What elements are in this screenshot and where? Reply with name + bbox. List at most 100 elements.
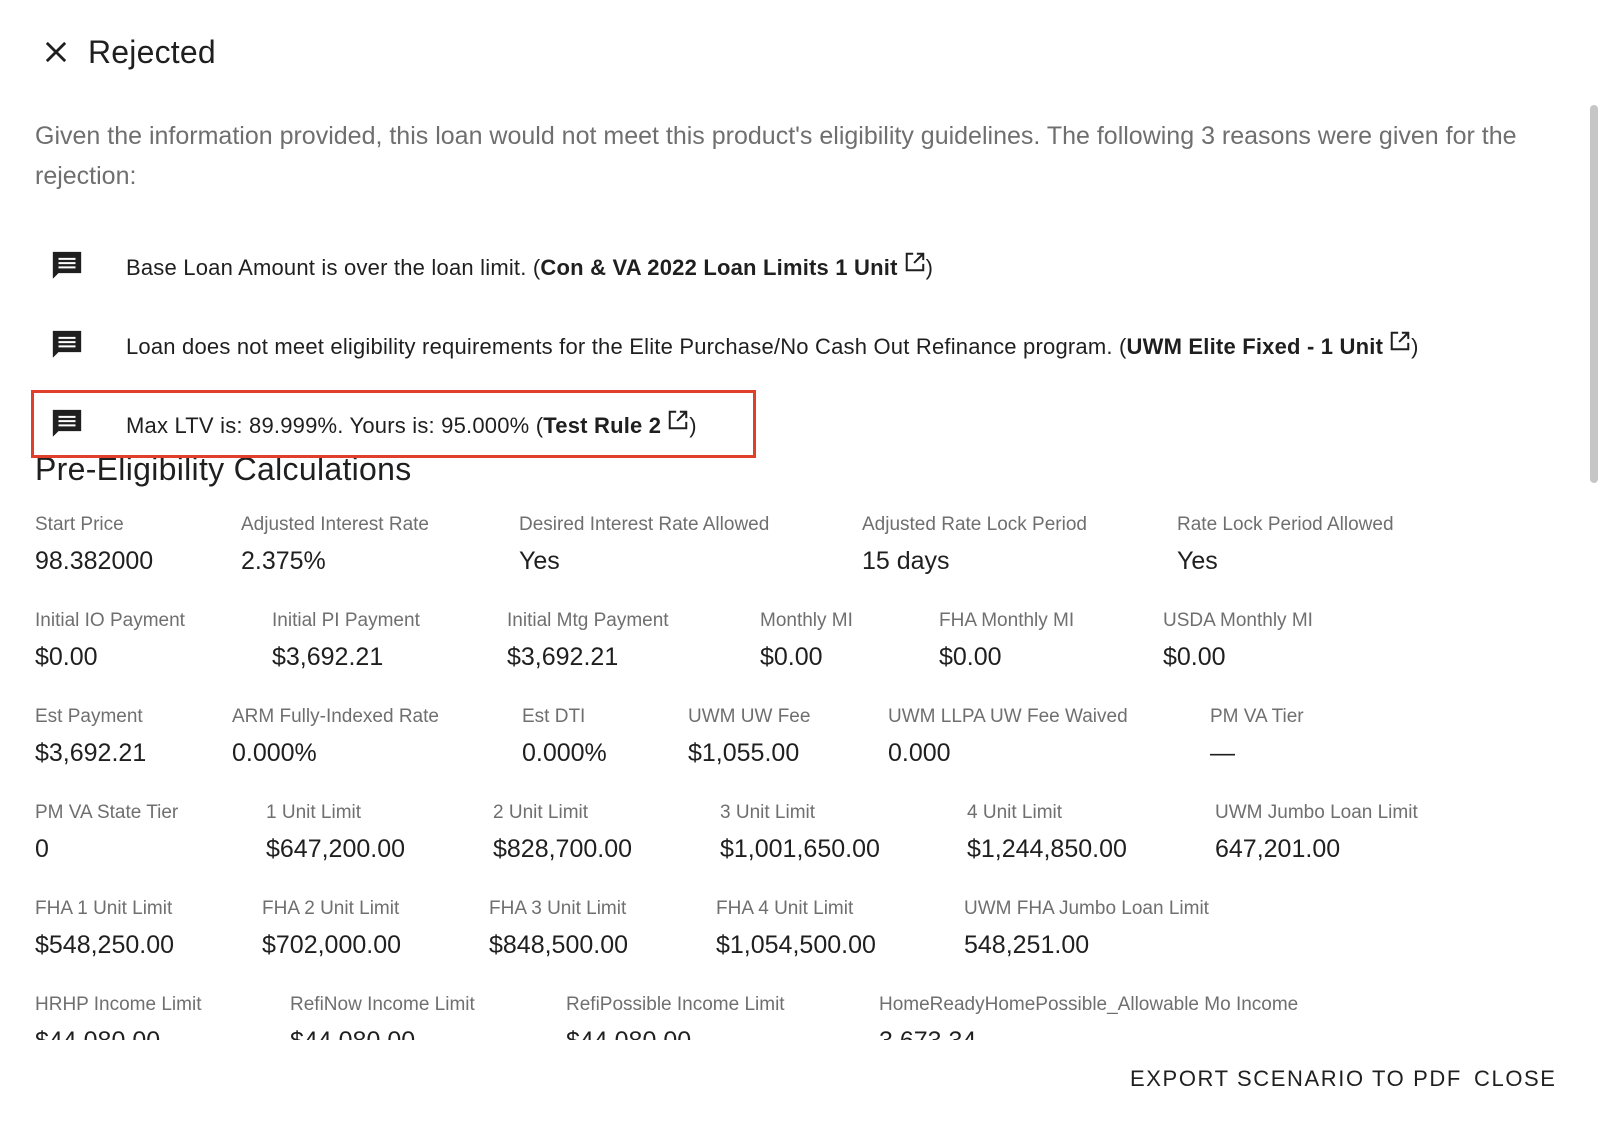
calc-label: FHA 1 Unit Limit: [35, 898, 173, 919]
calc-row: HRHP Income Limit$44,080.00RefiNow Incom…: [35, 992, 1548, 1040]
calc-value: Yes: [1177, 547, 1218, 575]
reason-text: Max LTV is: 89.999%. Yours is: 95.000% (…: [126, 409, 697, 439]
calc-label: Initial IO Payment: [35, 610, 185, 631]
calc-label: UWM UW Fee: [688, 706, 811, 727]
calc-value: 15 days: [862, 547, 950, 575]
dialog-title: Rejected: [88, 33, 216, 70]
calc-field: HRHP Income Limit $44,080.00: [35, 992, 201, 1040]
calc-value: $44,080.00: [566, 1024, 785, 1040]
calc-label: UWM FHA Jumbo Loan Limit: [964, 898, 1209, 919]
dialog-content[interactable]: Given the information provided, this loa…: [0, 100, 1568, 1040]
export-pdf-button[interactable]: EXPORT SCENARIO TO PDF: [1130, 1066, 1462, 1091]
calc-row: PM VA State Tier 0 1 Unit Limit $647,200.00…: [35, 800, 1548, 896]
calc-label: UWM Jumbo Loan Limit: [1215, 802, 1418, 823]
calc-value: 548,251.00: [964, 931, 1090, 959]
calc-value: 647,201.00: [1215, 835, 1341, 863]
rule-link[interactable]: UWM Elite Fixed - 1 Unit: [1127, 331, 1412, 359]
calc-field: Desired Interest Rate Allowed Yes: [519, 512, 769, 578]
calc-field: RefiPossible Income Limit $44,080.00: [566, 992, 785, 1040]
calc-row: Est Payment $3,692.21 ARM Fully-Indexed Ra…: [35, 704, 1548, 800]
calc-label: 1 Unit Limit: [266, 802, 362, 823]
calc-field: FHA Monthly MI $0.00: [939, 608, 1074, 674]
calc-label: UWM LLPA UW Fee Waived: [888, 706, 1128, 727]
open-in-new-icon: [905, 252, 924, 271]
calc-value: $848,500.00: [489, 931, 629, 959]
calc-value: 0.000%: [232, 739, 317, 767]
calc-value: $647,200.00: [266, 835, 406, 863]
calc-field: 4 Unit Limit $1,244,850.00: [967, 800, 1127, 866]
calc-label: USDA Monthly MI: [1163, 610, 1313, 631]
calc-value: 3,673.34: [879, 1024, 1298, 1040]
calc-value: —: [1210, 739, 1235, 767]
calc-row: FHA 1 Unit Limit $548,250.00 FHA 2 Unit Li…: [35, 896, 1548, 992]
calc-value: $3,692.21: [35, 739, 147, 767]
reason-text: Base Loan Amount is over the loan limit.…: [126, 251, 933, 281]
open-in-new-icon: [668, 410, 688, 429]
calc-label: RefiPossible Income Limit: [566, 994, 785, 1015]
calc-field: Initial Mtg Payment $3,692.21: [507, 608, 669, 674]
calc-label: Adjusted Rate Lock Period: [862, 514, 1087, 535]
calc-label: ARM Fully-Indexed Rate: [232, 706, 439, 727]
calc-field: Initial PI Payment $3,692.21: [272, 608, 420, 674]
message-icon: [50, 249, 84, 283]
calc-label: 2 Unit Limit: [493, 802, 589, 823]
reason-item: Loan does not meet eligibility requireme…: [35, 305, 1548, 384]
calc-field: Adjusted Rate Lock Period 15 days: [862, 512, 1087, 578]
calc-field: Monthly MI $0.00: [760, 608, 853, 674]
scrollbar-thumb[interactable]: [1590, 105, 1598, 483]
calc-field: Initial IO Payment $0.00: [35, 608, 185, 674]
calc-field: ARM Fully-Indexed Rate 0.000%: [232, 704, 439, 770]
rule-link[interactable]: Test Rule 2: [543, 410, 689, 438]
calc-label: 4 Unit Limit: [967, 802, 1063, 823]
calc-field: Est DTI 0.000%: [522, 704, 607, 770]
calc-label: FHA 4 Unit Limit: [716, 898, 854, 919]
calc-field: HomeReadyHomePossible_Allowable Mo Incom…: [879, 992, 1298, 1040]
calc-value: $3,692.21: [507, 643, 619, 671]
rule-link[interactable]: Con & VA 2022 Loan Limits 1 Unit: [540, 252, 925, 280]
calc-label: Est DTI: [522, 706, 586, 727]
calc-label: FHA Monthly MI: [939, 610, 1075, 631]
calc-label: FHA 3 Unit Limit: [489, 898, 627, 919]
calc-value: $702,000.00: [262, 931, 402, 959]
calc-value: Yes: [519, 547, 560, 575]
calc-field: 1 Unit Limit $647,200.00: [266, 800, 405, 866]
calc-label: Est Payment: [35, 706, 143, 727]
calc-label: HRHP Income Limit: [35, 994, 202, 1015]
calc-label: PM VA Tier: [1210, 706, 1304, 727]
calculations-grid: Start Price 98.382000 Adjusted Interest Ra…: [35, 512, 1548, 1040]
calc-label: Monthly MI: [760, 610, 853, 631]
calc-label: Initial Mtg Payment: [507, 610, 669, 631]
calc-row: Start Price 98.382000 Adjusted Interest Ra…: [35, 512, 1548, 608]
calc-field: 2 Unit Limit $828,700.00: [493, 800, 632, 866]
calc-field: FHA 1 Unit Limit $548,250.00: [35, 896, 174, 962]
close-button[interactable]: CLOSE: [1474, 1066, 1557, 1091]
calc-label: Initial PI Payment: [272, 610, 420, 631]
calc-field: UWM LLPA UW Fee Waived 0.000: [888, 704, 1128, 770]
calc-value: $1,055.00: [688, 739, 800, 767]
calc-label: Adjusted Interest Rate: [241, 514, 429, 535]
calc-field: FHA 3 Unit Limit $848,500.00: [489, 896, 628, 962]
calc-label: PM VA State Tier: [35, 802, 179, 823]
calc-value: 98.382000: [35, 547, 154, 575]
calc-value: $44,080.00: [290, 1024, 475, 1040]
calc-value: 0.000: [888, 739, 951, 767]
calc-value: $3,692.21: [272, 643, 384, 671]
calc-field: USDA Monthly MI $0.00: [1163, 608, 1313, 674]
message-icon: [50, 407, 84, 441]
reason-item-highlighted: Max LTV is: 89.999%. Yours is: 95.000% (…: [31, 384, 1548, 463]
calc-label: RefiNow Income Limit: [290, 994, 475, 1015]
calc-value: $0.00: [1163, 643, 1226, 671]
calc-value: $0.00: [35, 643, 98, 671]
close-icon[interactable]: [36, 32, 76, 72]
calc-label: Start Price: [35, 514, 124, 535]
message-icon: [50, 328, 84, 362]
calc-value: 0.000%: [522, 739, 607, 767]
dialog-footer: EXPORT SCENARIO TO PDF CLOSE: [0, 1040, 1600, 1121]
open-in-new-icon: [1390, 331, 1410, 350]
calc-label: FHA 2 Unit Limit: [262, 898, 400, 919]
calc-value: $1,001,650.00: [720, 835, 880, 863]
reason-text: Loan does not meet eligibility requireme…: [126, 330, 1419, 360]
calc-field: RefiNow Income Limit $44,080.00: [290, 992, 475, 1040]
calc-field: 3 Unit Limit $1,001,650.00: [720, 800, 880, 866]
